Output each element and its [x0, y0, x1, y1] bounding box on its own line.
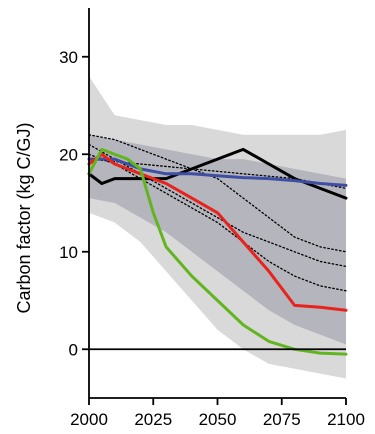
x-tick-label: 2075	[263, 410, 301, 429]
x-tick-label: 2050	[199, 410, 237, 429]
series-line-7	[87, 152, 348, 312]
dotted-series-line-2	[88, 143, 347, 268]
dotted-series-line-1	[88, 134, 347, 253]
y-tick-label: 10	[59, 243, 78, 262]
y-tick-label: 0	[69, 340, 78, 359]
y-axis-title: Carbon factor (kg C/GJ)	[14, 122, 34, 313]
series-line-8	[87, 147, 348, 356]
x-tick-label: 2100	[327, 410, 365, 429]
y-tick-label: 20	[59, 145, 78, 164]
x-tick-label: 2025	[134, 410, 172, 429]
series-line-6	[87, 157, 348, 187]
series-lines	[87, 134, 348, 356]
x-tick-label: 2000	[70, 410, 108, 429]
range-band-2	[89, 134, 346, 345]
axes: 0 10 20 30 2000 2025 2050 2075 2100	[59, 8, 365, 429]
dotted-series-line-3	[88, 153, 347, 292]
uncertainty-bands	[89, 76, 346, 379]
dotted-series-line-4	[88, 158, 347, 190]
y-tick-label: 30	[59, 48, 78, 67]
